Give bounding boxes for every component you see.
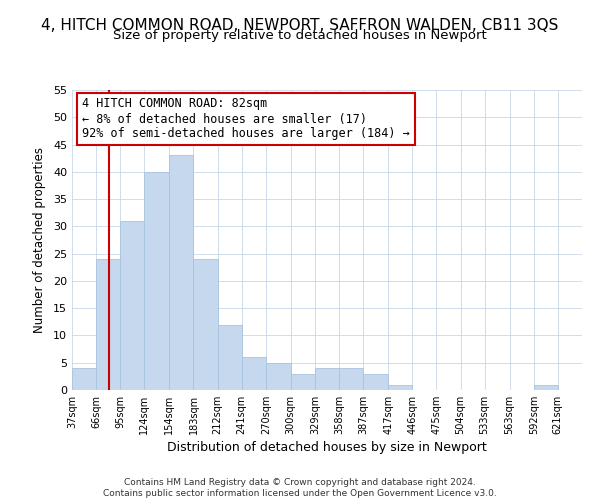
Bar bbox=[96, 259, 120, 390]
Bar bbox=[534, 384, 558, 390]
Bar bbox=[169, 156, 193, 390]
Text: Contains HM Land Registry data © Crown copyright and database right 2024.
Contai: Contains HM Land Registry data © Crown c… bbox=[103, 478, 497, 498]
Bar bbox=[120, 221, 145, 390]
Bar bbox=[291, 374, 315, 390]
Text: Size of property relative to detached houses in Newport: Size of property relative to detached ho… bbox=[113, 29, 487, 42]
X-axis label: Distribution of detached houses by size in Newport: Distribution of detached houses by size … bbox=[167, 441, 487, 454]
Bar bbox=[339, 368, 363, 390]
Text: 4 HITCH COMMON ROAD: 82sqm
← 8% of detached houses are smaller (17)
92% of semi-: 4 HITCH COMMON ROAD: 82sqm ← 8% of detac… bbox=[82, 98, 410, 140]
Bar bbox=[388, 384, 412, 390]
Y-axis label: Number of detached properties: Number of detached properties bbox=[33, 147, 46, 333]
Bar bbox=[193, 259, 218, 390]
Bar bbox=[218, 324, 242, 390]
Bar bbox=[363, 374, 388, 390]
Text: 4, HITCH COMMON ROAD, NEWPORT, SAFFRON WALDEN, CB11 3QS: 4, HITCH COMMON ROAD, NEWPORT, SAFFRON W… bbox=[41, 18, 559, 32]
Bar bbox=[145, 172, 169, 390]
Bar bbox=[315, 368, 339, 390]
Bar bbox=[72, 368, 96, 390]
Bar bbox=[266, 362, 291, 390]
Bar bbox=[242, 358, 266, 390]
